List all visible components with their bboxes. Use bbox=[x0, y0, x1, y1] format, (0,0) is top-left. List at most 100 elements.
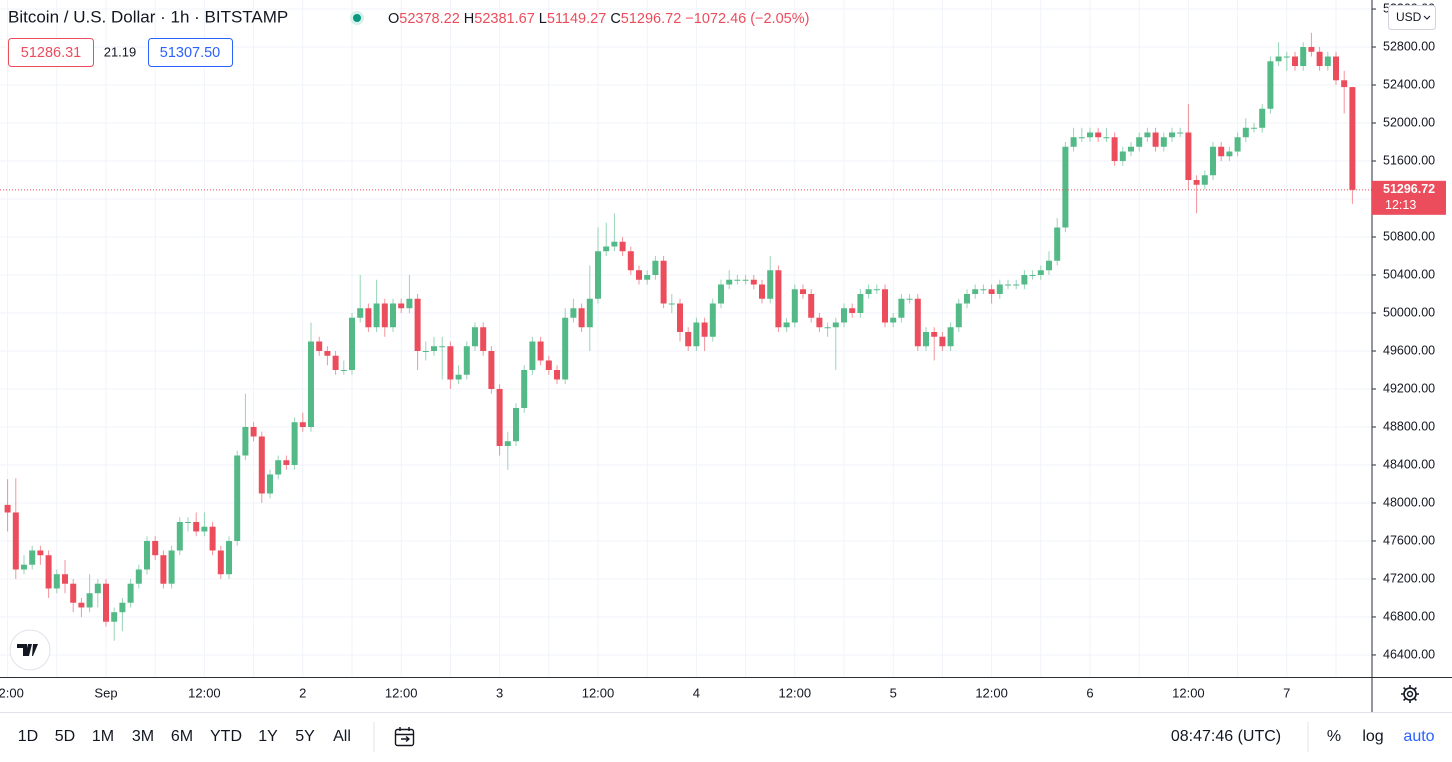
candle-body bbox=[217, 550, 224, 575]
candle-body bbox=[873, 289, 880, 291]
y-tick-label: 52000.00 bbox=[1383, 115, 1435, 129]
candle-body bbox=[947, 327, 954, 347]
range-button[interactable]: 5Y bbox=[295, 728, 315, 745]
candle-body bbox=[193, 521, 200, 532]
candle-body bbox=[103, 583, 109, 622]
auto-toggle[interactable]: auto bbox=[1403, 728, 1434, 745]
candle-body bbox=[37, 550, 44, 556]
range-button[interactable]: 6M bbox=[171, 728, 193, 745]
candle-body bbox=[734, 279, 741, 281]
candle-body bbox=[1128, 146, 1134, 152]
candle-body bbox=[463, 346, 470, 375]
range-button[interactable]: 1D bbox=[18, 728, 38, 745]
range-button[interactable]: All bbox=[333, 728, 351, 745]
candle-body bbox=[668, 303, 675, 305]
candle-body bbox=[414, 298, 421, 351]
candle-body bbox=[1087, 132, 1093, 138]
candle-body bbox=[1046, 260, 1052, 271]
candle-body bbox=[4, 504, 11, 513]
candle-body bbox=[1054, 227, 1061, 261]
candle-body bbox=[775, 270, 782, 328]
candle-body bbox=[176, 521, 183, 551]
range-buttons: 1D 5D 1M 3M 6M YTD 1Y 5Y All bbox=[18, 728, 351, 745]
candle-body bbox=[980, 289, 987, 291]
range-button[interactable]: 3M bbox=[132, 728, 154, 745]
candle-body bbox=[488, 350, 495, 389]
candle-body bbox=[939, 336, 946, 347]
candle-body bbox=[988, 289, 995, 294]
x-tick-label: 4 bbox=[693, 685, 700, 700]
candle-body bbox=[562, 317, 569, 380]
candle-body bbox=[357, 308, 364, 318]
candle-body bbox=[365, 308, 372, 328]
candle-body bbox=[1013, 284, 1020, 286]
candle-body bbox=[529, 341, 536, 370]
bid[interactable]: 51286.31 bbox=[21, 45, 81, 61]
currency-button[interactable] bbox=[1388, 5, 1436, 30]
candle-body bbox=[595, 251, 601, 299]
currency[interactable]: USD bbox=[1396, 10, 1422, 24]
candle-body bbox=[406, 298, 413, 309]
candle-body bbox=[816, 317, 823, 328]
candle-body bbox=[1005, 284, 1011, 286]
clock[interactable]: 08:47:46 (UTC) bbox=[1171, 728, 1281, 745]
candle-body bbox=[882, 289, 888, 323]
candle-body bbox=[931, 331, 938, 337]
candle-body bbox=[381, 303, 388, 328]
change: −1072.46 (−2.05%) bbox=[685, 11, 809, 27]
candle-body bbox=[1070, 137, 1077, 147]
y-tick-label: 49200.00 bbox=[1383, 381, 1435, 395]
candle-body bbox=[750, 279, 757, 285]
plot-area bbox=[0, 32, 1372, 641]
candle-body bbox=[800, 289, 806, 294]
percent-toggle[interactable]: % bbox=[1327, 728, 1341, 745]
candle-body bbox=[1218, 146, 1225, 157]
range-button[interactable]: 1Y bbox=[258, 728, 278, 745]
log-toggle[interactable]: log bbox=[1362, 728, 1383, 745]
ohlc-label: O bbox=[388, 11, 399, 27]
ask[interactable]: 51307.50 bbox=[160, 45, 220, 61]
candle-body bbox=[455, 374, 462, 380]
candle-body bbox=[832, 322, 839, 328]
candle-body bbox=[447, 346, 454, 380]
ask-box[interactable] bbox=[148, 38, 233, 67]
y-tick-label: 52400.00 bbox=[1383, 77, 1435, 91]
candle-body bbox=[62, 574, 68, 584]
candle-body bbox=[1292, 56, 1298, 67]
candle-body bbox=[267, 474, 273, 494]
candle-body bbox=[545, 360, 552, 370]
settings-icon[interactable] bbox=[1401, 685, 1419, 703]
candle-body bbox=[1169, 132, 1175, 138]
candle-body bbox=[119, 602, 126, 613]
candle-body bbox=[1201, 175, 1208, 185]
candle-body bbox=[1193, 180, 1200, 185]
candle-body bbox=[1210, 146, 1216, 176]
candle-body bbox=[537, 341, 544, 361]
bid-box[interactable] bbox=[8, 38, 94, 67]
range-button[interactable]: 1M bbox=[92, 728, 114, 745]
candle-body bbox=[308, 341, 314, 427]
candle-body bbox=[644, 274, 651, 280]
candle-body bbox=[586, 298, 593, 328]
candle-body bbox=[513, 407, 519, 442]
y-tick-label: 50400.00 bbox=[1383, 267, 1435, 281]
calendar-icon[interactable] bbox=[394, 727, 415, 747]
range-button[interactable]: 5D bbox=[55, 728, 75, 745]
candle-body bbox=[554, 369, 560, 380]
candle-body bbox=[340, 369, 347, 371]
ohlc-label: L bbox=[539, 11, 547, 27]
candle-body bbox=[677, 303, 683, 332]
candle-body bbox=[1341, 80, 1348, 88]
candle-body bbox=[29, 550, 36, 565]
x-tick-label: 12:00 bbox=[779, 685, 812, 700]
candle-body bbox=[701, 322, 708, 337]
candle-body bbox=[841, 308, 847, 323]
y-tick-label: 47600.00 bbox=[1383, 533, 1435, 547]
candle-body bbox=[857, 293, 864, 313]
candle-body bbox=[685, 331, 692, 347]
x-tick-label: 12:00 bbox=[188, 685, 221, 700]
range-button[interactable]: YTD bbox=[210, 728, 242, 745]
countdown: 12:13 bbox=[1385, 198, 1416, 212]
